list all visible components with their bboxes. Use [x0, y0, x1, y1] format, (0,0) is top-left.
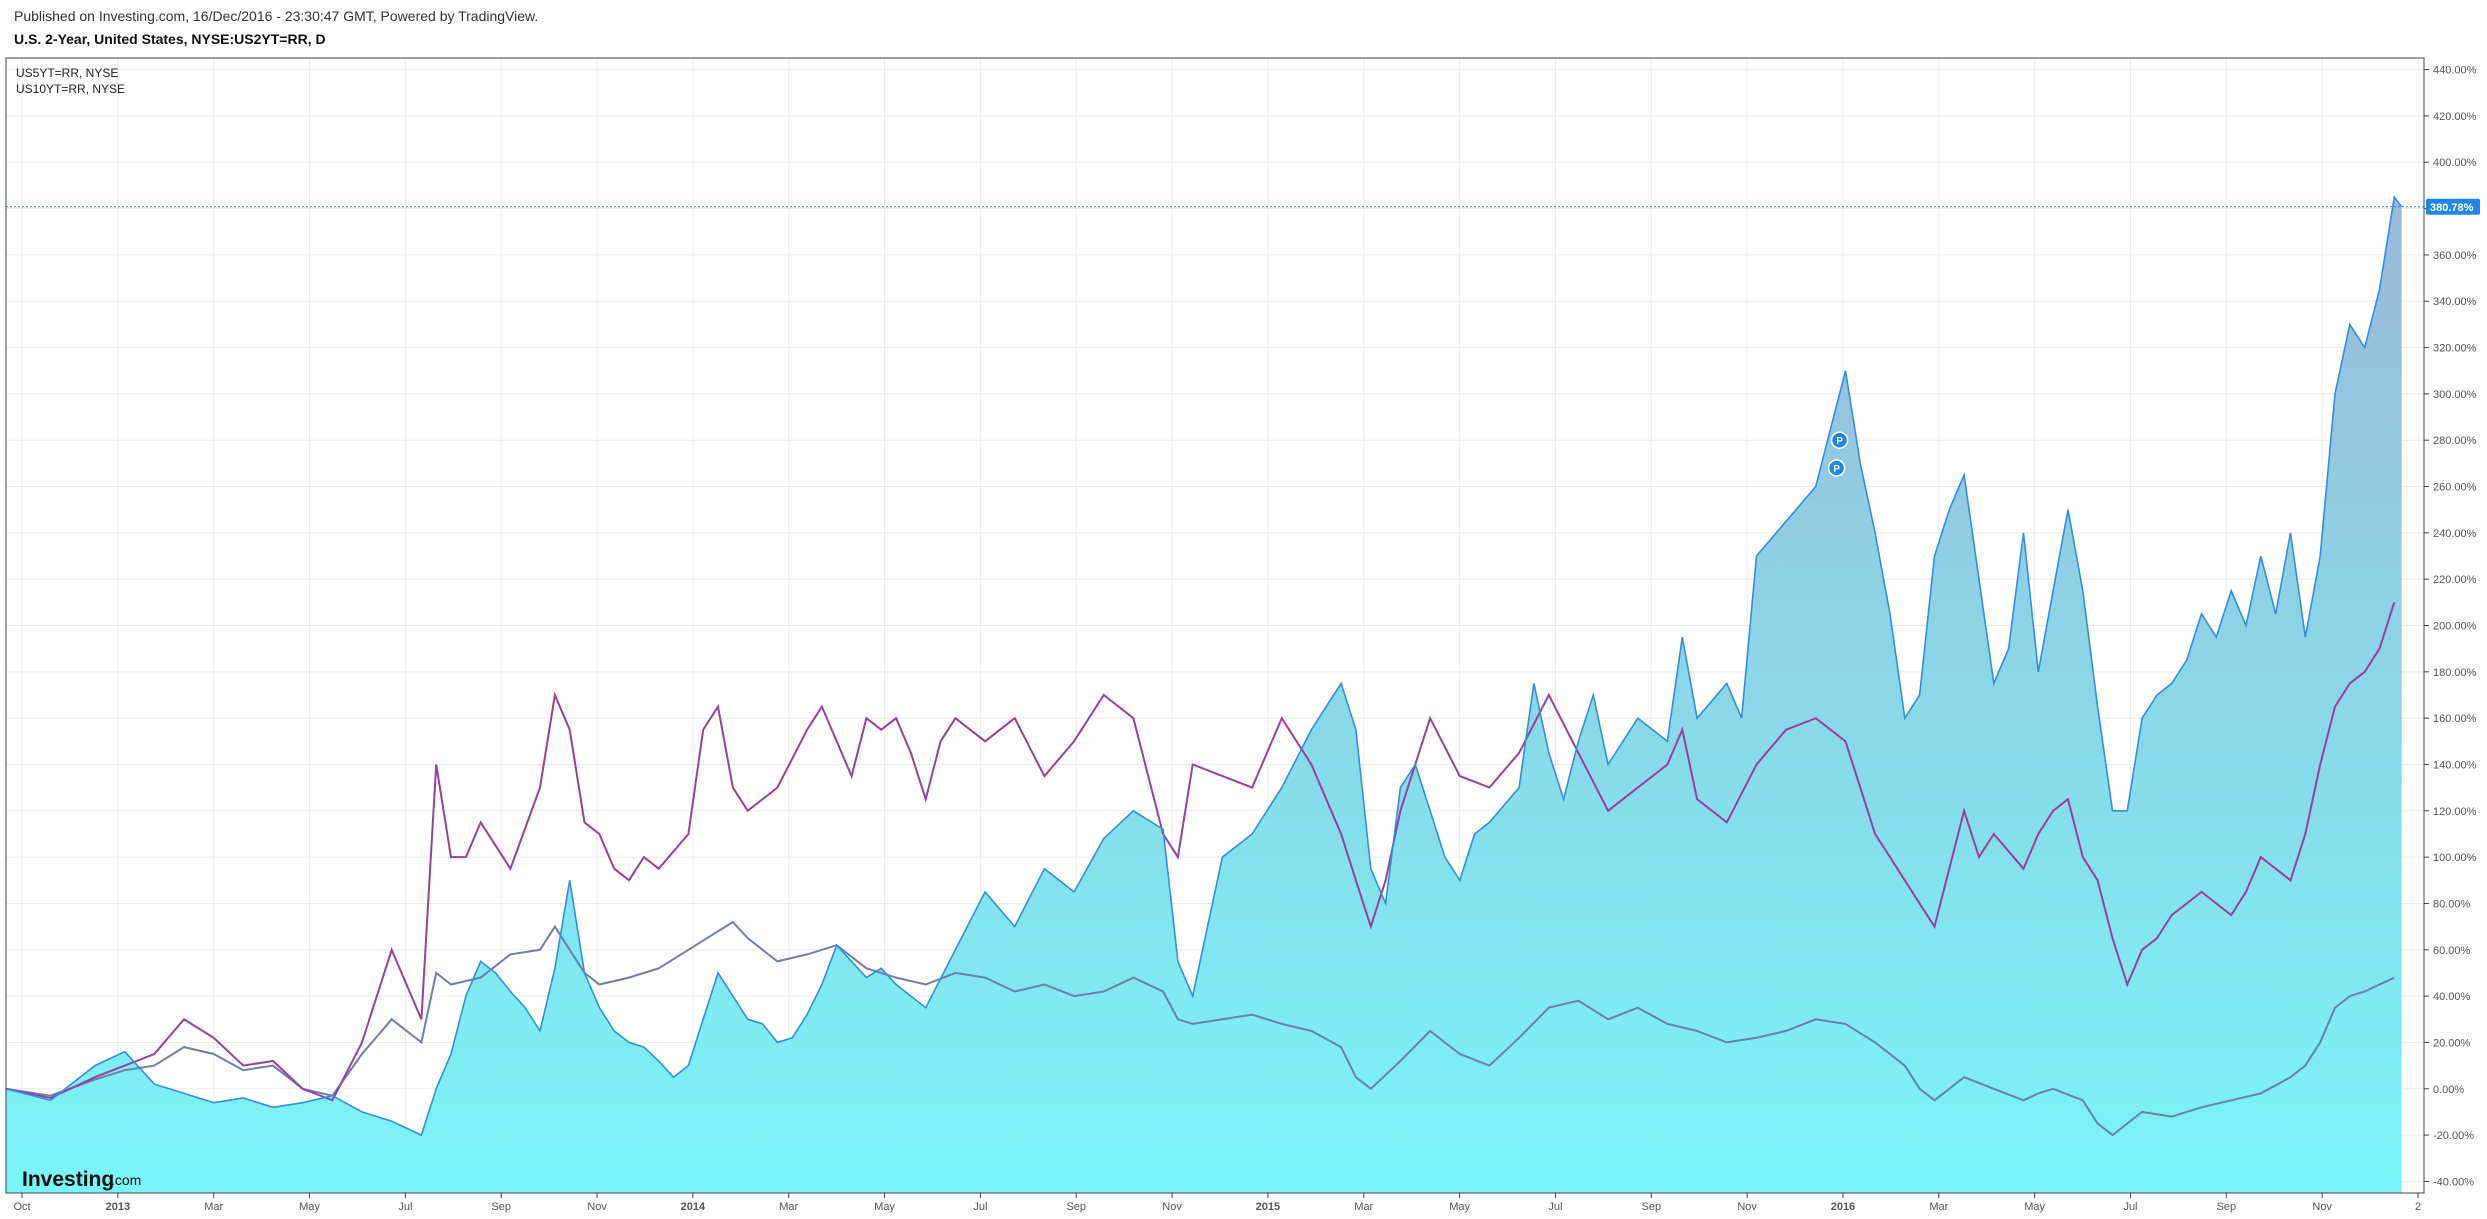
y-tick-label: 200.00% — [2433, 621, 2477, 633]
x-tick-label: Jul — [2123, 1201, 2137, 1213]
y-tick-label: 120.00% — [2433, 806, 2477, 818]
series-us10yt-line[interactable] — [6, 920, 2395, 1137]
series-us2yt-area — [6, 197, 2402, 1193]
y-tick-label: -40.00% — [2433, 1176, 2474, 1188]
y-tick-label: 420.00% — [2433, 111, 2477, 123]
y-axis[interactable]: 440.00%420.00%400.00%380.00%360.00%340.0… — [2423, 58, 2477, 1193]
x-tick-label: Nov — [1737, 1201, 1757, 1213]
y-tick-label: 340.00% — [2433, 296, 2477, 308]
y-tick-label: 80.00% — [2433, 898, 2471, 910]
legend-item-us5yt[interactable]: US5YT=RR, NYSE — [16, 66, 118, 80]
x-tick-label: Jul — [1548, 1201, 1562, 1213]
x-tick-label: Mar — [204, 1201, 223, 1213]
logo-suffix: .com — [111, 1172, 141, 1188]
y-tick-label: 240.00% — [2433, 528, 2477, 540]
y-tick-label: 180.00% — [2433, 667, 2477, 679]
x-tick-label: Nov — [587, 1201, 607, 1213]
event-marker[interactable]: P — [1827, 459, 1846, 477]
y-tick-label: 40.00% — [2433, 991, 2471, 1003]
y-tick-label: 220.00% — [2433, 574, 2477, 586]
x-tick-label: Sep — [491, 1201, 511, 1213]
y-tick-label: 440.00% — [2433, 65, 2477, 77]
legend-item-us10yt[interactable]: US10YT=RR, NYSE — [16, 82, 125, 96]
x-tick-label: 2016 — [1831, 1201, 1855, 1213]
x-tick-label: Sep — [1066, 1201, 1086, 1213]
x-tick-label: 2015 — [1256, 1201, 1280, 1213]
x-tick-label: May — [299, 1201, 320, 1213]
marker-label: P — [1833, 464, 1840, 475]
x-tick-label: Mar — [779, 1201, 798, 1213]
x-tick-label: Sep — [1641, 1201, 1661, 1213]
y-tick-label: 0.00% — [2433, 1084, 2464, 1096]
y-tick-label: 300.00% — [2433, 389, 2477, 401]
last-value-tag: 380.78% — [2426, 198, 2480, 215]
event-marker[interactable]: P — [1830, 431, 1849, 449]
x-tick-label: Jul — [398, 1201, 412, 1213]
x-tick-label: 2014 — [681, 1201, 706, 1213]
x-tick-label: Nov — [1162, 1201, 1182, 1213]
y-tick-label: 360.00% — [2433, 250, 2477, 262]
x-tick-label: May — [2024, 1201, 2045, 1213]
y-tick-label: 260.00% — [2433, 482, 2477, 494]
x-tick-label: Mar — [1354, 1201, 1373, 1213]
x-tick-label: 2 — [2415, 1201, 2421, 1213]
y-tick-label: -20.00% — [2433, 1130, 2474, 1142]
event-markers[interactable]: P P — [1827, 431, 1849, 477]
y-tick-label: 60.00% — [2433, 945, 2471, 957]
x-tick-label: Mar — [1929, 1201, 1948, 1213]
marker-circle[interactable] — [1827, 459, 1846, 477]
chart-title: U.S. 2-Year, United States, NYSE:US2YT=R… — [14, 31, 326, 47]
x-tick-label: Nov — [2312, 1201, 2332, 1213]
x-tick-label: Jul — [973, 1201, 987, 1213]
series-us2yt-line[interactable] — [6, 195, 2403, 1137]
published-info: Published on Investing.com, 16/Dec/2016 … — [14, 8, 539, 24]
y-tick-label: 280.00% — [2433, 435, 2477, 447]
x-tick-label: May — [1449, 1201, 1470, 1213]
y-tick-label: 400.00% — [2433, 157, 2477, 169]
y-tick-label: 20.00% — [2433, 1037, 2471, 1049]
series-us5yt-line[interactable] — [6, 601, 2396, 1102]
marker-label: P — [1836, 436, 1843, 447]
last-value-tag-bg — [2426, 198, 2480, 215]
marker-circle[interactable] — [1830, 431, 1849, 449]
investing-logo: Investing .com — [22, 1168, 141, 1191]
x-tick-label: Sep — [2217, 1201, 2237, 1213]
x-tick-label: 2013 — [106, 1201, 130, 1213]
legend: US5YT=RR, NYSE US10YT=RR, NYSE — [16, 66, 125, 96]
y-tick-label: 320.00% — [2433, 343, 2477, 355]
y-tick-label: 140.00% — [2433, 759, 2477, 771]
y-tick-label: 160.00% — [2433, 713, 2477, 725]
x-axis[interactable]: Oct 2013 Mar May Jul Sep Nov 2014 Mar May Jul Sep No… — [6, 1192, 2424, 1213]
logo-text: Investing — [22, 1168, 114, 1191]
last-value-label: 380.78% — [2430, 202, 2474, 214]
x-tick-label: Oct — [13, 1201, 30, 1213]
x-tick-label: May — [874, 1201, 895, 1213]
y-tick-label: 100.00% — [2433, 852, 2477, 864]
